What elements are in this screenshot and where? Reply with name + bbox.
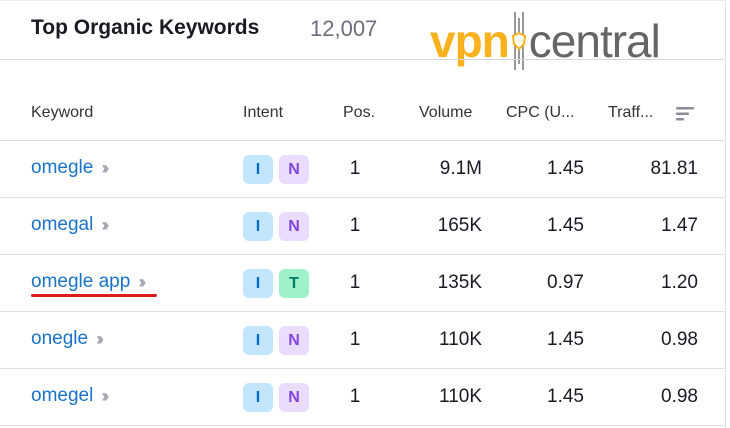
cpc-value: 1.45 xyxy=(547,329,584,350)
position-value: 1 xyxy=(349,215,361,236)
keyword-link[interactable]: omegel ›› xyxy=(31,385,109,407)
intent-badge-N[interactable]: N xyxy=(279,383,309,412)
table-header-divider xyxy=(0,140,725,141)
watermark-vpn: vpn xyxy=(430,15,510,67)
col-keyword[interactable]: Keyword xyxy=(31,104,94,121)
intent-badge-I[interactable]: I xyxy=(243,269,273,298)
position-value: 1 xyxy=(349,329,361,350)
col-volume[interactable]: Volume xyxy=(419,104,473,121)
keyword-link[interactable]: omegle ›› xyxy=(31,157,109,179)
volume-value: 135K xyxy=(437,272,482,293)
cpc-value: 0.97 xyxy=(547,272,584,293)
position-value: 1 xyxy=(349,272,361,293)
intent-badge-N[interactable]: N xyxy=(279,212,309,241)
col-cpc[interactable]: CPC (U... xyxy=(506,104,575,121)
keyword-link[interactable]: onegle ›› xyxy=(31,328,104,350)
intent-badge-I[interactable]: I xyxy=(243,155,273,184)
cpc-value: 1.45 xyxy=(547,158,584,179)
traffic-value: 1.47 xyxy=(661,215,698,236)
keyword-count: 12,007 xyxy=(310,16,378,41)
cpc-value: 1.45 xyxy=(547,215,584,236)
chevrons-right-icon[interactable]: ›› xyxy=(138,271,146,292)
shield-logo-icon xyxy=(511,12,526,70)
highlight-underline xyxy=(31,294,157,297)
volume-value: 165K xyxy=(437,215,482,236)
volume-value: 110K xyxy=(439,329,482,350)
traffic-value: 1.20 xyxy=(661,272,698,293)
keyword-link[interactable]: omegle app ›› xyxy=(31,271,146,293)
col-position[interactable]: Pos. xyxy=(343,104,376,121)
volume-value: 110K xyxy=(439,386,482,407)
keyword-link[interactable]: omegal ›› xyxy=(31,214,109,236)
traffic-value: 0.98 xyxy=(661,329,698,350)
keyword-text[interactable]: omegle app xyxy=(31,271,131,292)
keyword-text[interactable]: omegel xyxy=(31,385,94,406)
chevrons-right-icon[interactable]: ›› xyxy=(101,214,109,235)
traffic-value: 0.98 xyxy=(661,386,698,407)
keyword-text[interactable]: omegle xyxy=(31,157,94,178)
watermark-central: central xyxy=(528,15,661,67)
chevrons-right-icon[interactable]: ›› xyxy=(96,328,104,349)
chevrons-right-icon[interactable]: ›› xyxy=(101,385,109,406)
intent-badge-I[interactable]: I xyxy=(243,212,273,241)
header-divider xyxy=(0,59,725,60)
card-title: Top Organic Keywords xyxy=(31,16,260,39)
keyword-text[interactable]: onegle xyxy=(31,328,89,349)
intent-badge-T[interactable]: T xyxy=(279,269,309,298)
intent-badge-N[interactable]: N xyxy=(279,326,309,355)
col-traffic[interactable]: Traff... xyxy=(608,104,654,121)
vpncentral-watermark: vpn central xyxy=(430,11,661,71)
cpc-value: 1.45 xyxy=(547,386,584,407)
position-value: 1 xyxy=(349,386,361,407)
traffic-value: 81.81 xyxy=(650,158,698,179)
col-intent[interactable]: Intent xyxy=(243,104,284,121)
keyword-text[interactable]: omegal xyxy=(31,214,94,235)
intent-badge-I[interactable]: I xyxy=(243,326,273,355)
chevrons-right-icon[interactable]: ›› xyxy=(101,157,109,178)
sort-icon[interactable] xyxy=(676,107,694,126)
volume-value: 9.1M xyxy=(439,158,482,179)
position-value: 1 xyxy=(349,158,361,179)
intent-badge-N[interactable]: N xyxy=(279,155,309,184)
intent-badge-I[interactable]: I xyxy=(243,383,273,412)
